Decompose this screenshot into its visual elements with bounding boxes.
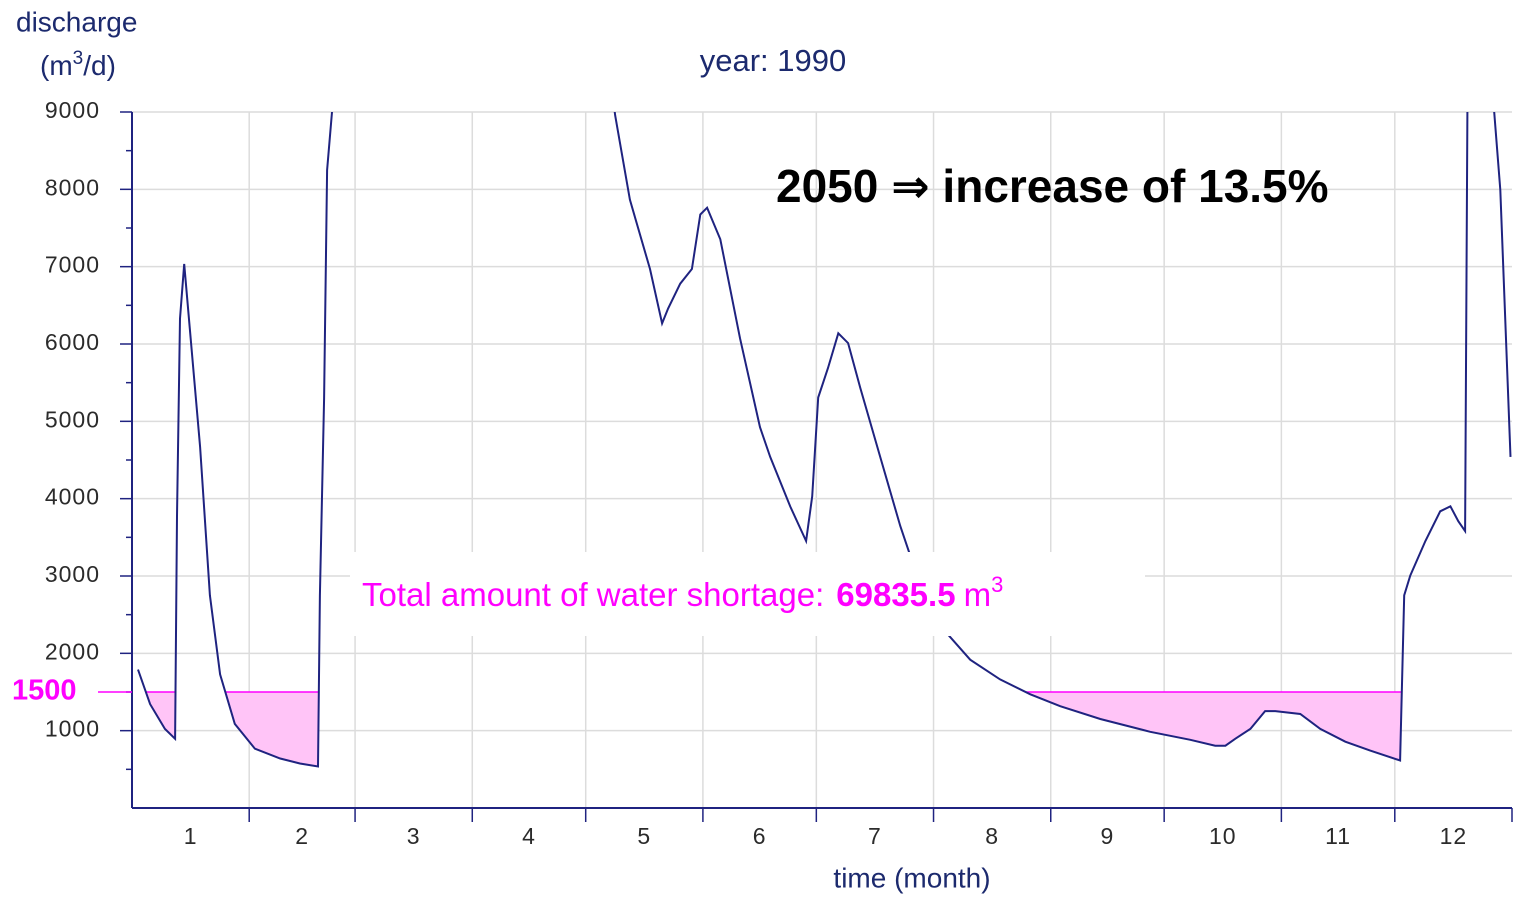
y-axis-unit: (m3/d) xyxy=(40,48,116,81)
shortage-label: Total amount of water shortage: xyxy=(362,576,824,613)
x-tick-label: 6 xyxy=(753,823,767,849)
y-tick-label: 5000 xyxy=(45,406,100,432)
y-tick-label: 3000 xyxy=(45,561,100,587)
shortage-box xyxy=(350,552,1145,636)
x-tick-label: 9 xyxy=(1101,823,1115,849)
y-tick-label: 4000 xyxy=(45,484,100,510)
x-tick-label: 8 xyxy=(985,823,999,849)
y-tick-label: 1000 xyxy=(45,716,100,742)
x-tick-label: 3 xyxy=(407,823,421,849)
shortage-value: 69835.5 xyxy=(836,576,955,613)
threshold-label: 1500 xyxy=(12,675,77,707)
y-tick-label: 8000 xyxy=(45,174,100,200)
shortage-sup: 3 xyxy=(991,572,1003,597)
x-tick-label: 2 xyxy=(295,823,309,849)
x-axis-label: time (month) xyxy=(833,862,990,893)
y-axis-label: discharge xyxy=(16,6,137,37)
chart-title: year: 1990 xyxy=(700,43,847,78)
y-tick-label: 6000 xyxy=(45,329,100,355)
shortage-area xyxy=(1025,692,1402,761)
y-tick-label: 2000 xyxy=(45,638,100,664)
shortage-unit: m xyxy=(964,576,992,613)
plot-area xyxy=(137,112,1512,768)
shortage-area xyxy=(225,692,319,767)
unit-sup: 3 xyxy=(73,48,84,69)
x-tick-label: 1 xyxy=(184,823,198,849)
x-tick-label: 11 xyxy=(1325,823,1351,849)
shortage-text: Total amount of water shortage: 69835.5 m3 xyxy=(362,572,1003,613)
x-tick-label: 5 xyxy=(637,823,651,849)
unit-base: (m xyxy=(40,50,73,81)
y-tick-label: 9000 xyxy=(45,97,100,123)
y-tick-label: 7000 xyxy=(45,252,100,278)
discharge-line xyxy=(137,112,1512,768)
x-tick-label: 12 xyxy=(1440,823,1468,849)
x-tick-label: 10 xyxy=(1209,823,1237,849)
annotation: 2050 ⇒ increase of 13.5% xyxy=(776,160,1329,212)
x-tick-label: 4 xyxy=(522,823,536,849)
x-tick-label: 7 xyxy=(868,823,882,849)
unit-rest: /d) xyxy=(83,50,116,81)
shortage-area xyxy=(145,692,176,739)
